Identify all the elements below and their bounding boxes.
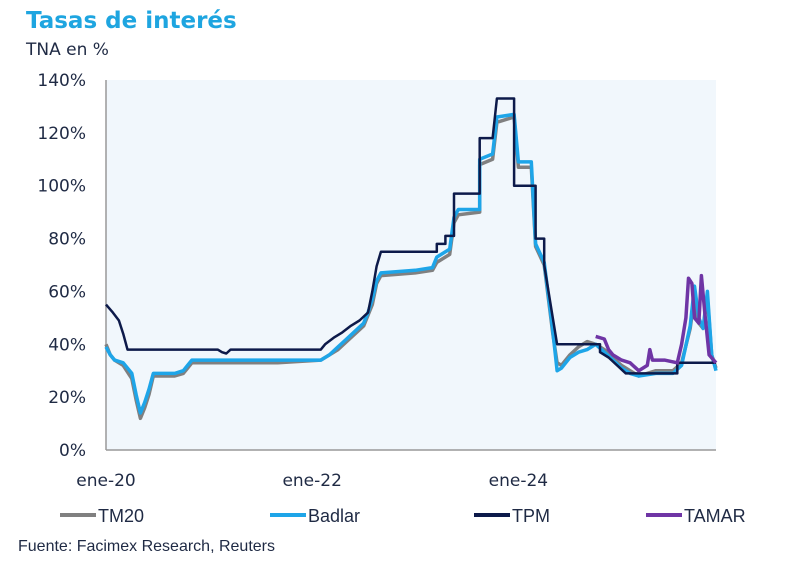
legend-label: Badlar: [308, 506, 360, 526]
source-note: Fuente: Facimex Research, Reuters: [18, 538, 275, 555]
y-tick-label: 80%: [48, 230, 86, 250]
legend-label: TPM: [512, 506, 550, 526]
x-tick-label: ene-24: [489, 471, 548, 491]
y-tick-label: 40%: [48, 335, 86, 355]
legend-item-tpm: TPM: [474, 506, 550, 526]
y-tick-label: 0%: [59, 441, 86, 461]
x-tick-label: ene-22: [282, 471, 341, 491]
y-tick-label: 20%: [48, 388, 86, 408]
y-tick-label: 60%: [48, 282, 86, 302]
series-line-tpm: [105, 97, 716, 375]
legend-item-badlar: Badlar: [270, 506, 360, 526]
y-tick-label: 140%: [37, 71, 86, 91]
y-tick-label: 120%: [37, 124, 86, 144]
series-line-badlar: [104, 112, 718, 415]
plot-background: [106, 80, 716, 450]
x-tick-label: ene-20: [76, 471, 135, 491]
chart-subtitle: TNA en %: [26, 40, 109, 60]
legend-label: TM20: [98, 506, 144, 526]
legend-label: TAMAR: [684, 506, 746, 526]
legend-item-tamar: TAMAR: [646, 506, 746, 526]
chart-title: Tasas de interés: [26, 8, 237, 34]
y-tick-label: 100%: [37, 177, 86, 197]
series-line-tamar: [595, 273, 718, 373]
legend-item-tm20: TM20: [60, 506, 144, 526]
